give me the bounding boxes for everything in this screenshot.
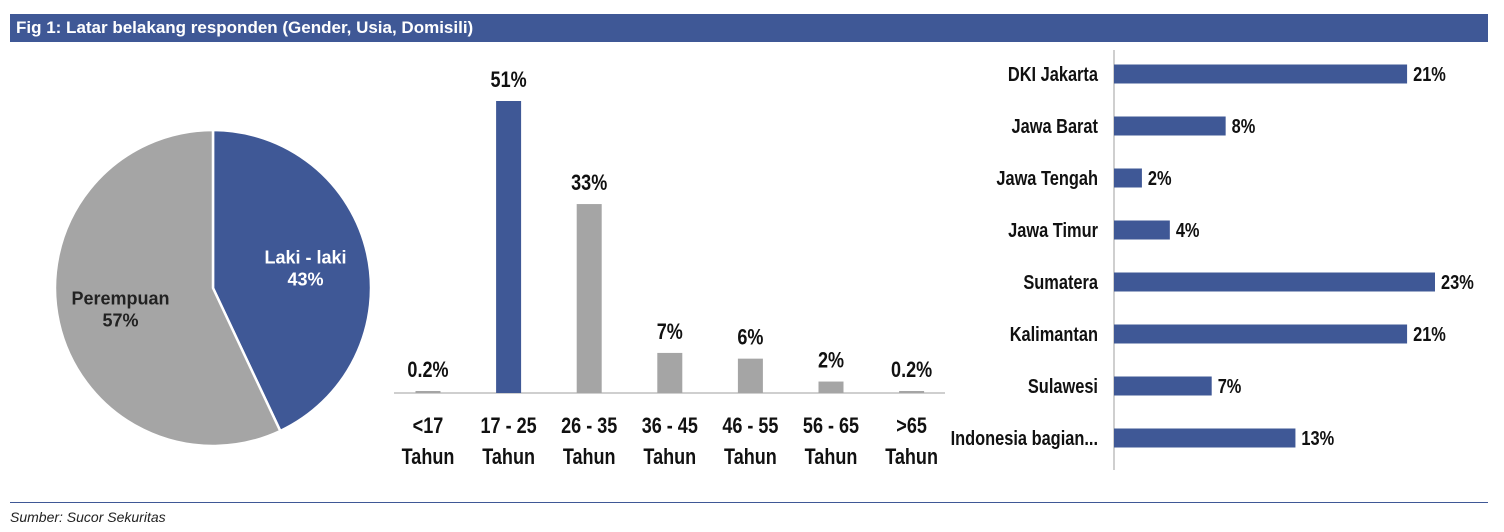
age-bar-3 [657, 352, 683, 393]
age-bar-6 [899, 391, 925, 393]
age-bar-value: 2% [818, 349, 844, 373]
region-category-label: Indonesia bagian... [951, 426, 1098, 449]
age-bar-value: 51% [491, 68, 527, 92]
pie-slice-1 [53, 128, 282, 448]
region-bar-2 [1114, 168, 1142, 188]
pie-slice-name: Perempuan [71, 289, 169, 309]
age-bar-value: 0.2% [891, 358, 932, 382]
region-category-label: Sumatera [1023, 270, 1098, 293]
age-category-label: >65 [896, 414, 927, 438]
region-bar-value: 21% [1413, 62, 1446, 85]
age-category-label: 26 - 35 [561, 414, 617, 438]
pie-slice-value: 57% [102, 311, 138, 331]
age-category-label: Tahun [724, 445, 777, 469]
region-category-label: DKI Jakarta [1008, 62, 1099, 85]
age-category-label: 56 - 65 [803, 414, 859, 438]
region-bar-3 [1114, 220, 1170, 240]
region-bar-value: 7% [1218, 374, 1242, 397]
region-bar-7 [1114, 428, 1296, 448]
region-category-label: Jawa Tengah [996, 166, 1098, 189]
region-bar-4 [1114, 272, 1435, 292]
age-bar-value: 7% [657, 320, 683, 344]
age-category-label: Tahun [482, 445, 535, 469]
age-bar-5 [818, 381, 844, 393]
region-category-label: Jawa Timur [1008, 218, 1098, 241]
region-bar-value: 8% [1232, 114, 1256, 137]
pie-slice-value: 43% [288, 269, 324, 289]
region-bar-6 [1114, 376, 1212, 396]
region-bar-value: 21% [1413, 322, 1446, 345]
age-bar-0 [415, 391, 441, 393]
age-bar-4 [737, 358, 763, 393]
source-note: Sumber: Sucor Sekuritas [10, 509, 166, 525]
region-bar-1 [1114, 116, 1226, 136]
age-category-label: 36 - 45 [642, 414, 698, 438]
region-category-label: Kalimantan [1010, 322, 1098, 345]
region-bar-value: 23% [1441, 270, 1474, 293]
age-bar-2 [576, 204, 602, 393]
age-category-label: Tahun [805, 445, 858, 469]
age-category-label: <17 [413, 414, 444, 438]
age-category-label: Tahun [885, 445, 938, 469]
region-bar-value: 13% [1301, 426, 1334, 449]
region-category-label: Jawa Barat [1011, 114, 1098, 137]
age-category-label: Tahun [643, 445, 696, 469]
region-bar-0 [1114, 64, 1408, 84]
age-category-label: 46 - 55 [722, 414, 778, 438]
age-bar-value: 0.2% [407, 358, 448, 382]
age-bar-value: 6% [737, 326, 763, 350]
pie-slice-name: Laki - laki [264, 247, 346, 267]
age-bar-1 [496, 101, 522, 393]
pie-slice-0 [211, 128, 373, 433]
region-bar-value: 2% [1148, 166, 1172, 189]
age-bar-value: 33% [571, 171, 607, 195]
age-category-label: Tahun [563, 445, 616, 469]
region-category-label: Sulawesi [1028, 374, 1098, 397]
age-bar-chart: 0.2% <17 Tahun 51% 17 - 25 Tahun 33% 26 - 35 Tah… [394, 68, 945, 469]
region-bar-chart: DKI Jakarta 21% Jawa Barat 8% Jawa Tengah 2% J… [951, 50, 1474, 470]
footer-divider [10, 502, 1488, 503]
region-bar-5 [1114, 324, 1408, 344]
figure-title: Fig 1: Latar belakang responden (Gender,… [10, 14, 1488, 42]
age-category-label: Tahun [402, 445, 455, 469]
region-bar-value: 4% [1176, 218, 1200, 241]
age-category-label: 17 - 25 [481, 414, 537, 438]
